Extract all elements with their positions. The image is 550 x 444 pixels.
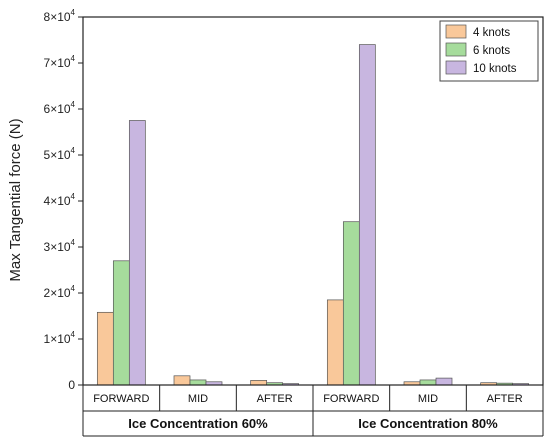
group-label: Ice Concentration 60% [128, 416, 268, 431]
category-label: FORWARD [323, 393, 379, 405]
category-label: AFTER [487, 393, 523, 405]
y-tick-label: 5×104 [44, 146, 76, 162]
bar-6-knots-forward [112, 260, 130, 386]
legend-swatch [445, 42, 467, 57]
bar-10-knots-mid [435, 377, 453, 386]
category-label: FORWARD [93, 393, 149, 405]
legend: 4 knots 6 knots 10 knots [439, 20, 539, 82]
legend-swatch [445, 60, 467, 75]
y-axis-ticks: 0 1×104 2×104 3×104 4×104 5×104 6×104 7×104 8×10… [44, 8, 83, 392]
legend-swatch [445, 24, 467, 39]
legend-label: 6 knots [473, 45, 510, 57]
bar-4-knots-forward [96, 311, 114, 386]
bar-6-knots-forward [342, 221, 360, 386]
category-axis: FORWARD MID AFTER Ice Concentration 60% FORW… [82, 385, 544, 437]
group-label: Ice Concentration 80% [358, 416, 498, 431]
y-tick-label: 6×104 [44, 100, 76, 116]
bar-6-knots-mid [189, 379, 207, 386]
bars [96, 44, 530, 386]
y-tick-label: 7×104 [44, 54, 76, 70]
y-tick-label: 4×104 [44, 192, 76, 208]
legend-label: 4 knots [473, 27, 510, 39]
category-label: MID [418, 393, 438, 405]
y-axis-label: Max Tangential force (N) [7, 118, 24, 281]
bar-10-knots-forward [128, 120, 146, 386]
y-tick-label: 2×104 [44, 284, 76, 300]
bar-4-knots-after [250, 380, 268, 386]
category-label: AFTER [257, 393, 293, 405]
category-label: MID [188, 393, 208, 405]
y-tick-label: 1×104 [44, 330, 76, 346]
bar-10-knots-forward [358, 44, 376, 386]
bar-4-knots-forward [326, 299, 344, 386]
y-tick-label: 0 [68, 378, 75, 392]
legend-label: 10 knots [473, 63, 517, 75]
y-tick-label: 3×104 [44, 238, 76, 254]
bar-6-knots-mid [419, 379, 437, 386]
y-tick-label: 8×104 [44, 8, 76, 24]
bar-4-knots-mid [173, 375, 191, 386]
